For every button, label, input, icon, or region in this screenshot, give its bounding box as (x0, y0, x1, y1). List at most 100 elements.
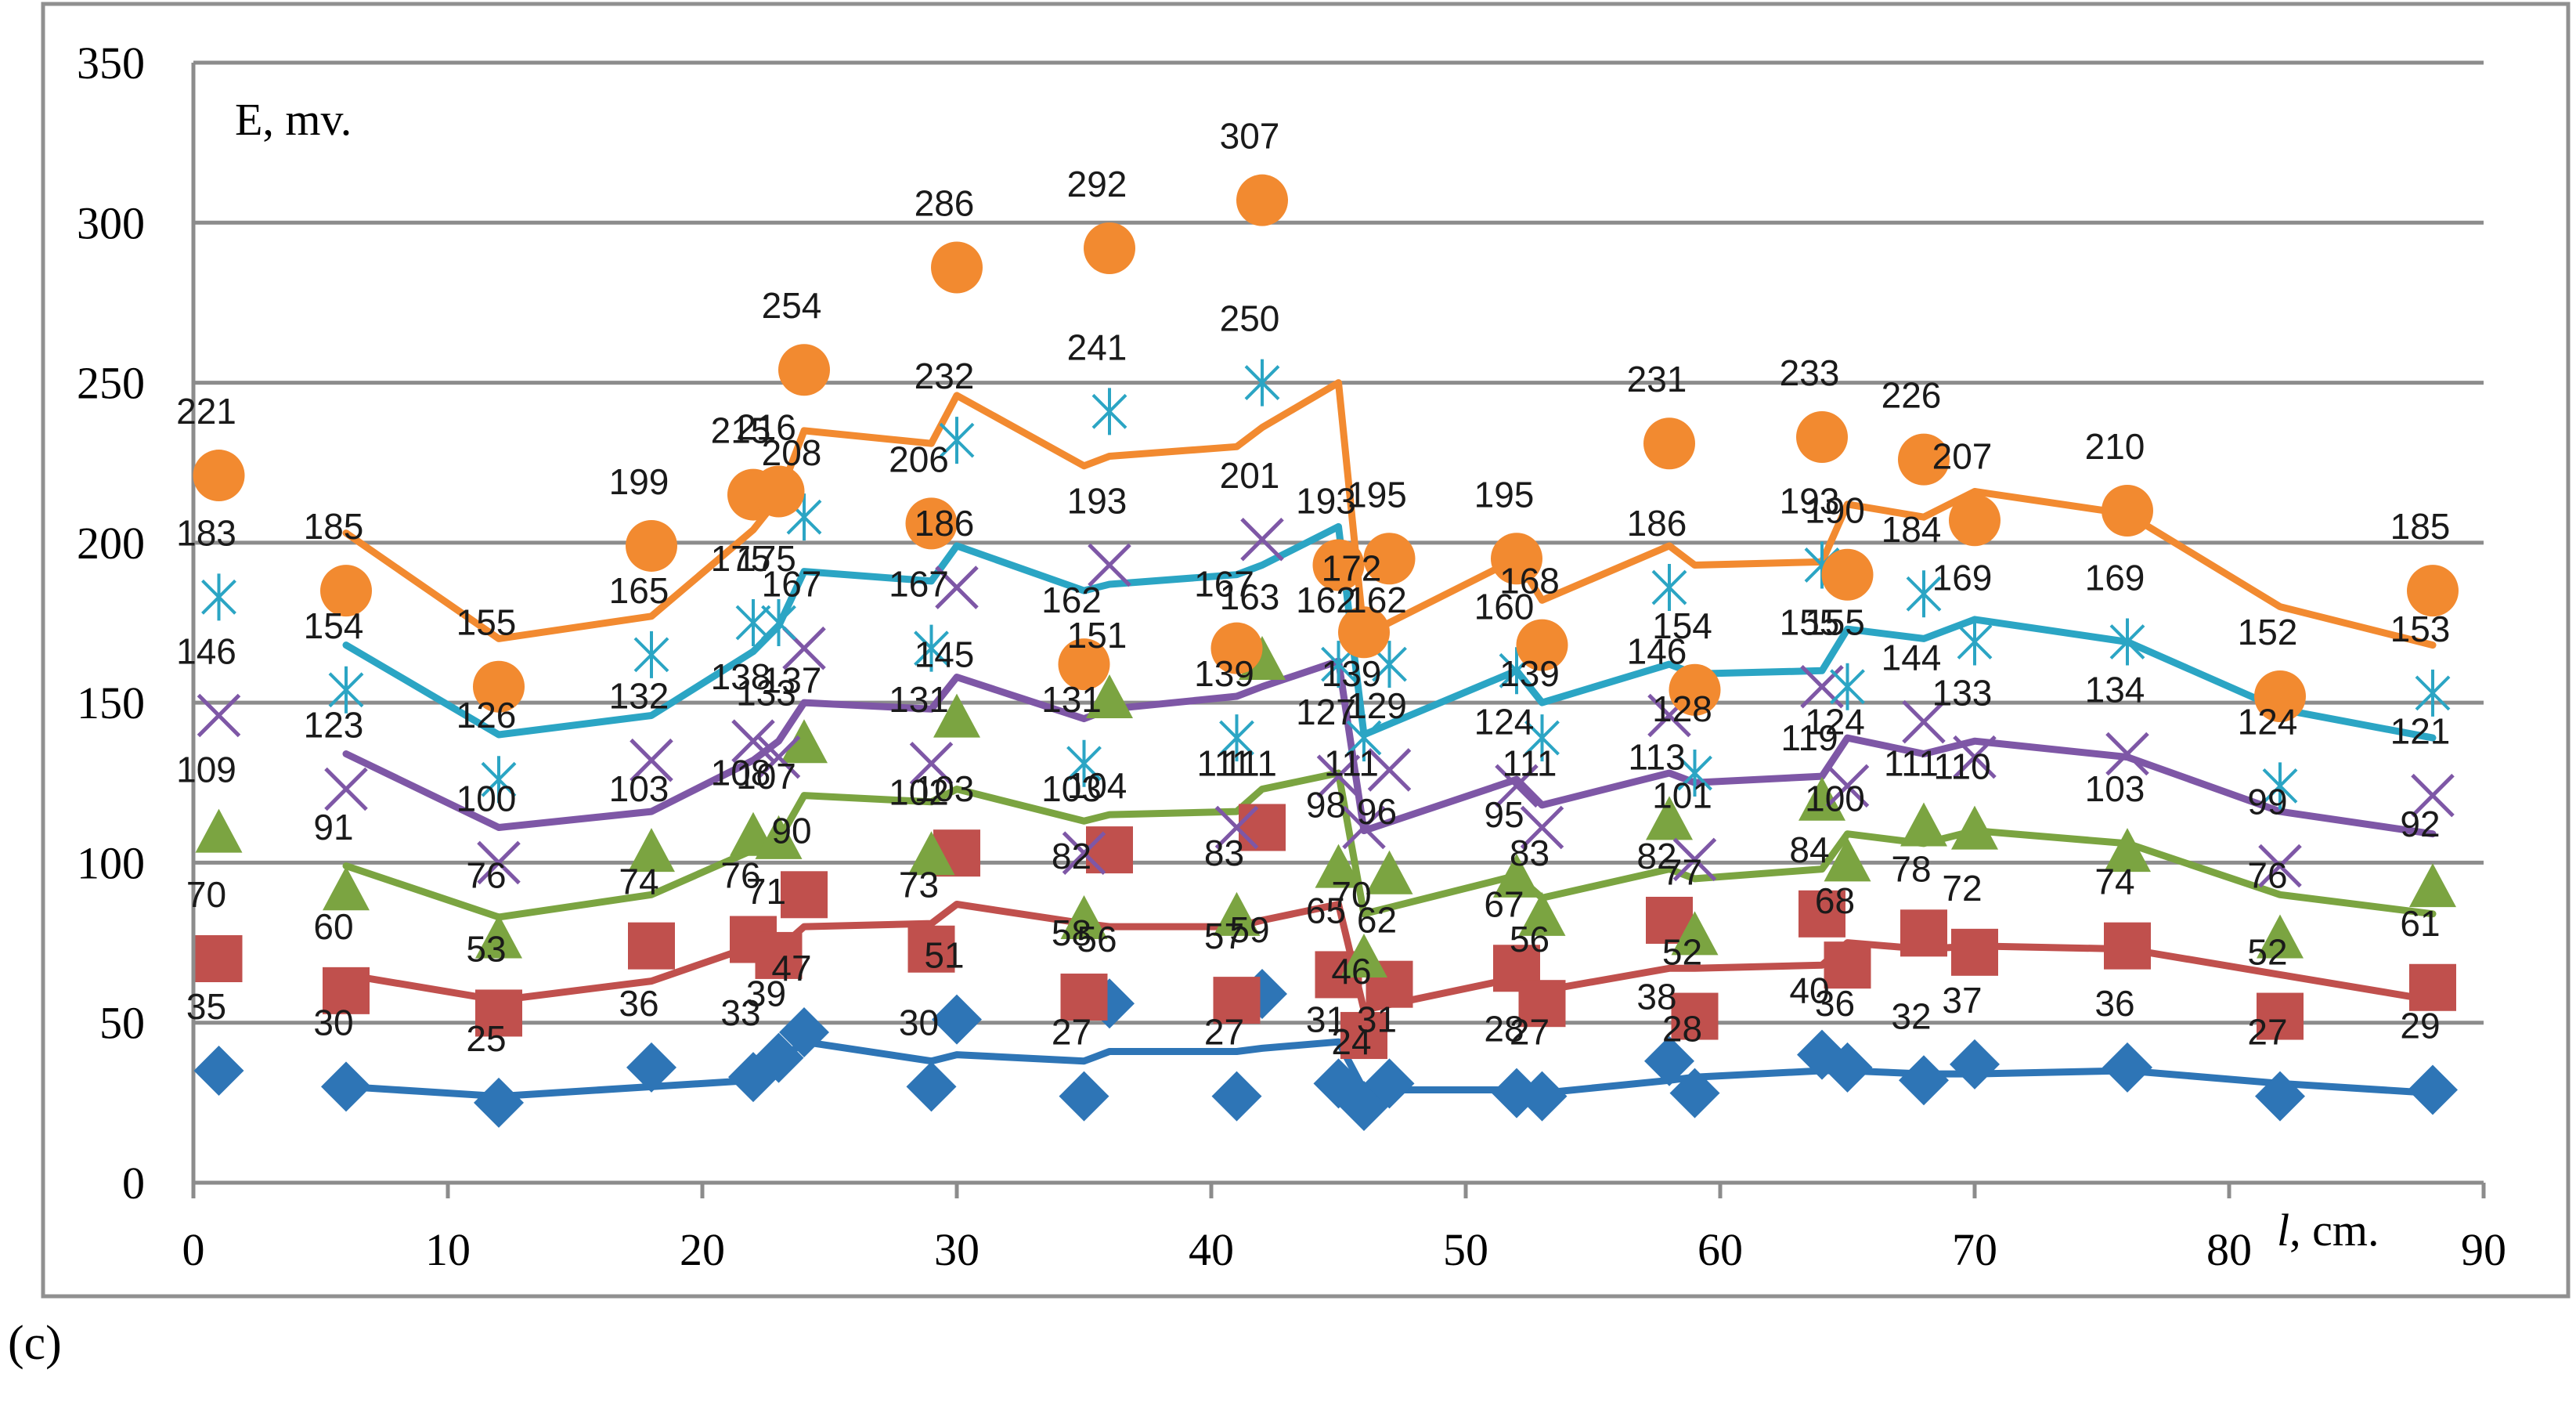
series-5-marker (633, 631, 669, 678)
series-1-marker (1899, 1055, 1949, 1106)
series-4-marker (197, 693, 241, 738)
series-5-data-label: 160 (1474, 586, 1535, 627)
series-4-data-label: 193 (1067, 480, 1127, 521)
series-5-marker (1346, 714, 1382, 762)
series-2-data-label: 65 (1306, 890, 1346, 930)
series-1-data-label: 31 (1357, 999, 1397, 1039)
series-3-marker (933, 693, 980, 738)
series-6-marker (1363, 533, 1416, 585)
series-2-marker (475, 989, 522, 1037)
x-tick-label: 20 (680, 1224, 725, 1275)
series-4-data-label: 133 (1932, 673, 1993, 714)
series-1-marker (1669, 1068, 1720, 1118)
series-5-marker (2415, 669, 2451, 717)
chart-frame (41, 2, 2571, 1299)
series-4-data-label: 146 (1627, 631, 1687, 671)
series-6-marker (193, 450, 245, 502)
series-2-data-label: 74 (619, 862, 658, 902)
series-1-data-label: 28 (1484, 1009, 1524, 1050)
series-2-data-label: 70 (186, 874, 226, 915)
series-4-data-label: 146 (176, 631, 236, 671)
series-2-marker (1213, 977, 1261, 1024)
series-1-data-label: 38 (1636, 977, 1676, 1017)
series-3-data-label: 103 (2085, 768, 2145, 809)
series-6-data-label: 172 (1322, 547, 1382, 588)
series-3-marker (2257, 914, 2304, 959)
series-3-marker (1671, 911, 1719, 956)
series-6-data-label: 167 (1194, 564, 1254, 605)
series-2-marker (323, 967, 370, 1014)
series-5-data-label: 169 (2085, 558, 2145, 598)
series-4-data-label: 124 (1805, 701, 1865, 742)
series-2-data-label: 62 (1357, 900, 1397, 941)
series-1-data-label: 27 (2247, 1012, 2287, 1053)
data-markers (193, 174, 2459, 1131)
axes: 0 50 100 150 200 250 300 350 0 10 20 30 40 50 60 70 80 90 (77, 38, 2506, 1275)
series-4-marker (324, 767, 368, 811)
series-4-data-label: 123 (304, 704, 364, 745)
series-5-data-label: 162 (1296, 580, 1356, 620)
series-4-data-label: 111 (1503, 743, 1557, 783)
series-2-data-label: 58 (1052, 912, 1091, 953)
series-1-marker (1517, 1071, 1568, 1122)
series-6-marker (2407, 565, 2459, 617)
series-2-data-label: 76 (720, 855, 760, 895)
series-1-data-label: 47 (771, 948, 811, 988)
series-4-marker (1672, 837, 1717, 882)
series-1-data-label: 32 (1891, 995, 1931, 1036)
series-4-data-label: 186 (915, 503, 975, 544)
series-2-data-label: 60 (313, 906, 353, 947)
series-6-marker (2102, 485, 2153, 537)
series-4-data-label: 129 (1347, 685, 1407, 726)
series-6-data-label: 162 (1041, 580, 1102, 620)
series-3-marker (1799, 776, 1845, 821)
series-5-data-label: 153 (2390, 609, 2451, 649)
series-3-data-label: 76 (466, 855, 506, 895)
series-4-data-label: 155 (1780, 602, 1840, 643)
series-6-marker (931, 241, 983, 294)
series-1-marker (779, 1006, 829, 1057)
series-6-marker (1491, 533, 1542, 585)
series-4-marker (935, 565, 979, 609)
series-2-marker (1060, 974, 1108, 1021)
series-5-data-label: 232 (915, 356, 975, 396)
series-3-marker (1824, 837, 1871, 882)
series-1-marker (474, 1077, 524, 1128)
series-5-data-label: 183 (176, 512, 236, 553)
series-6-data-label: 207 (1932, 435, 1993, 476)
series-4-data-label: 124 (1474, 701, 1535, 742)
series-4-marker (2105, 732, 2149, 776)
series-6-marker (1084, 222, 1135, 274)
series-5-data-label: 169 (1932, 558, 1993, 598)
series-2-data-label: 82 (1636, 836, 1676, 876)
series-6-marker (1796, 411, 1848, 464)
series-1-data-label: 40 (1789, 970, 1829, 1011)
series-3-marker (475, 914, 522, 959)
series-1-data-label: 51 (924, 935, 964, 976)
series-6-data-label: 193 (1296, 480, 1356, 521)
series-3-marker (907, 831, 955, 876)
series-3-data-label: 83 (1510, 833, 1550, 873)
series-5-data-label: 241 (1067, 327, 1127, 367)
x-tick-label: 30 (934, 1224, 980, 1275)
series-3-data-label: 92 (2400, 804, 2440, 844)
series-2-marker (1239, 804, 1286, 851)
series-1-data-label: 27 (1204, 1012, 1244, 1053)
series-4-data-label: 138 (711, 656, 771, 697)
series-1-marker (2408, 1064, 2458, 1115)
series-1-data-label: 24 (1331, 1021, 1371, 1062)
series-1-data-label: 35 (186, 986, 226, 1027)
series-3-data-label: 119 (1780, 717, 1838, 758)
y-tick-label: 200 (77, 518, 145, 569)
series-1-data-label: 36 (1815, 983, 1855, 1024)
series-4-marker (1495, 764, 1539, 808)
series-6-data-label: 168 (1499, 561, 1560, 602)
series-4-marker (477, 840, 521, 885)
series-1-data-label: 27 (1510, 1012, 1550, 1053)
series-4-data-label: 101 (1652, 775, 1712, 815)
series-6-marker (320, 565, 372, 617)
series-2-marker (781, 871, 828, 919)
series-1-marker (1822, 1042, 1873, 1093)
series-4-data-label: 134 (2085, 670, 2145, 710)
